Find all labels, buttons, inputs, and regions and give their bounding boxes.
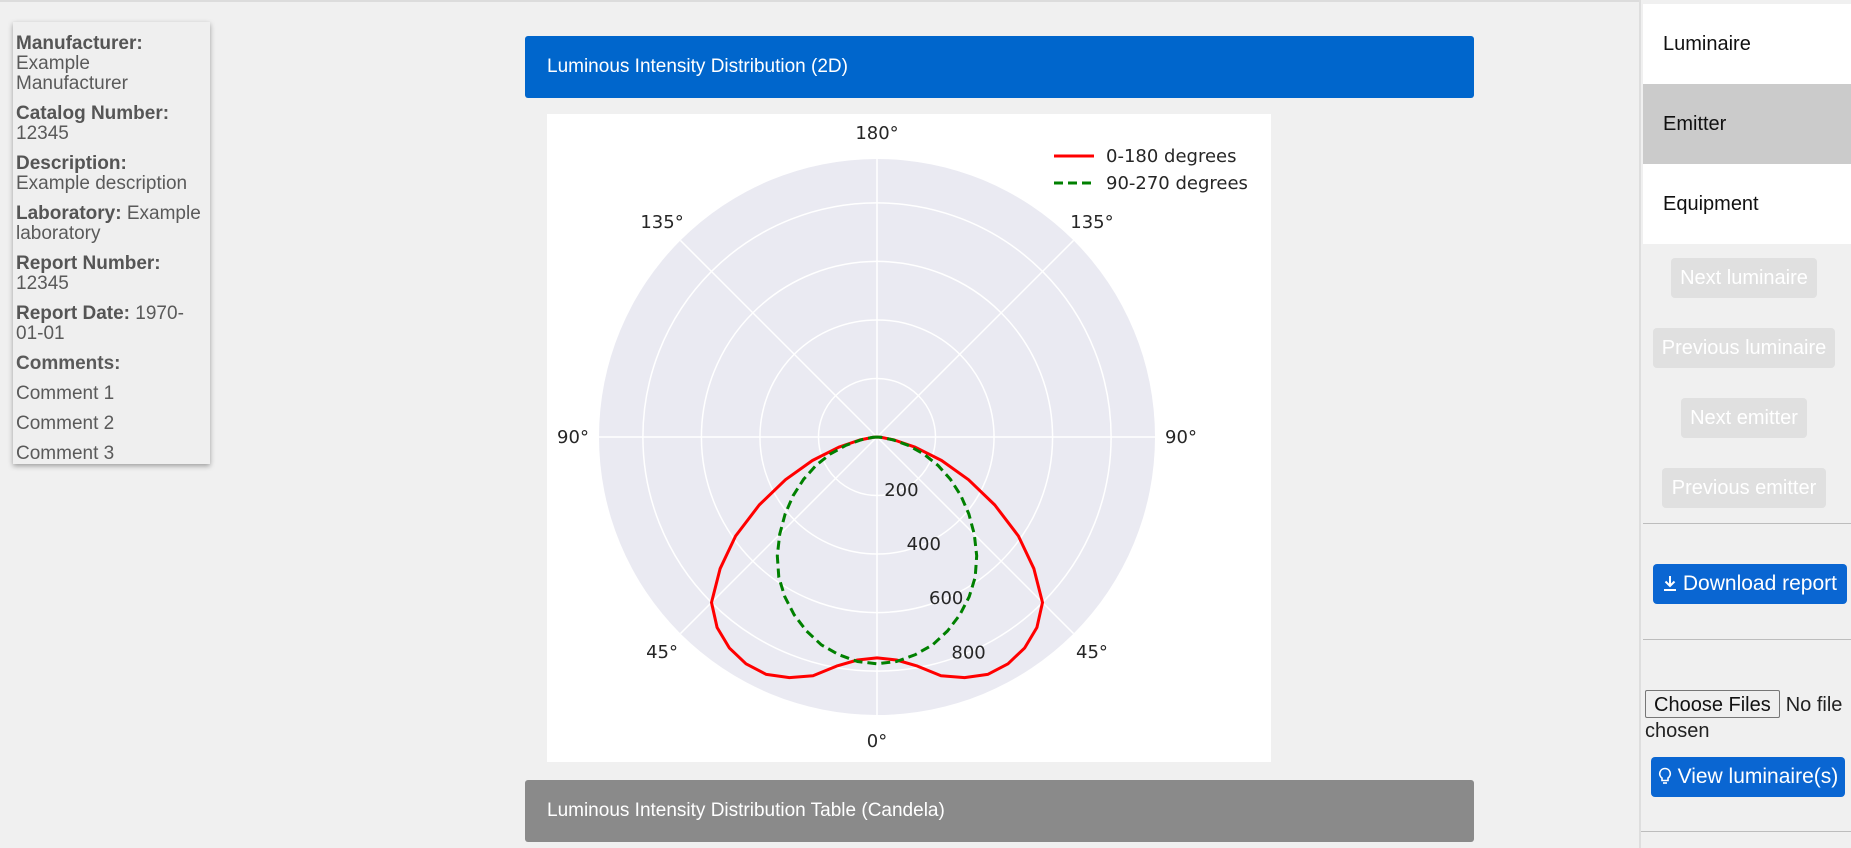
no-file-chosen-text: No file chosen xyxy=(1645,694,1843,742)
file-chooser: Choose Files No file chosen xyxy=(1645,690,1851,744)
download-icon xyxy=(1663,572,1683,595)
sidebar-divider xyxy=(1643,523,1851,524)
report-date-row: Report Date: 1970-01-01 xyxy=(16,304,206,344)
angle-tick-label: 135° xyxy=(1070,212,1113,233)
report-date-label: Report Date: xyxy=(16,303,131,324)
angle-tick-label: 0° xyxy=(867,731,887,752)
grid-spoke xyxy=(876,239,1075,438)
angle-tick-label: 45° xyxy=(1076,642,1108,663)
catalog-number-row: Catalog Number: 12345 xyxy=(16,104,206,144)
angle-tick-label: 90° xyxy=(557,427,589,448)
radial-tick-label: 600 xyxy=(929,588,963,609)
sidebar-divider xyxy=(1643,639,1851,640)
previous-emitter-button[interactable]: Previous emitter xyxy=(1662,468,1826,508)
description-row: Description: Example description xyxy=(16,154,206,194)
comments-row: Comments: xyxy=(16,354,206,374)
download-report-button[interactable]: Download report xyxy=(1653,564,1847,604)
angle-tick-labels: 0° 45° 90° 135° 180° 135° 90° 45° xyxy=(557,123,1197,752)
angle-tick-label: 180° xyxy=(855,123,898,144)
legend-label-0-180: 0-180 degrees xyxy=(1106,146,1236,167)
comment-item: Comment 1 xyxy=(16,383,115,404)
manufacturer-label: Manufacturer: xyxy=(16,33,143,54)
chart-section-header[interactable]: Luminous Intensity Distribution (2D) xyxy=(525,36,1474,98)
manufacturer-value: Example Manufacturer xyxy=(16,53,128,94)
lightbulb-icon xyxy=(1658,765,1678,788)
download-report-label: Download report xyxy=(1682,572,1837,595)
laboratory-value: Example laboratory xyxy=(16,203,201,244)
catalog-number-value: 12345 xyxy=(16,123,69,144)
series-line-0-180 xyxy=(710,435,1044,680)
report-number-row: Report Number: 12345 xyxy=(16,254,206,294)
report-date-value: 1970-01-01 xyxy=(16,303,184,344)
legend-label-90-270: 90-270 degrees xyxy=(1106,173,1248,194)
manufacturer-row: Manufacturer: Example Manufacturer xyxy=(16,34,206,94)
comment-item: Comment 3 xyxy=(16,443,115,464)
laboratory-row: Laboratory: Example laboratory xyxy=(16,204,206,244)
luminaire-info-card: Manufacturer: Example Manufacturer Catal… xyxy=(13,22,210,464)
angle-tick-label: 45° xyxy=(646,642,678,663)
radial-tick-label: 400 xyxy=(907,534,941,555)
comments-label: Comments: xyxy=(16,353,121,374)
series-line-90-270 xyxy=(775,435,979,666)
angle-tick-label: 90° xyxy=(1165,427,1197,448)
radial-tick-labels: 200 400 600 800 xyxy=(884,480,986,663)
description-value: Example description xyxy=(16,173,188,194)
tab-equipment[interactable]: Equipment xyxy=(1643,164,1851,244)
series-lines xyxy=(710,435,1044,680)
description-label: Description: xyxy=(16,153,127,174)
polar-chart-panel: 200 400 600 800 0° 45° 90° 135° 180° 135° 90° 45° … xyxy=(547,114,1271,762)
previous-luminaire-button[interactable]: Previous luminaire xyxy=(1653,328,1835,368)
radial-tick-label: 200 xyxy=(884,480,918,501)
legend: 0-180 degrees 90-270 degrees xyxy=(1054,146,1248,194)
sidebar-divider xyxy=(1641,831,1851,832)
next-emitter-button[interactable]: Next emitter xyxy=(1681,398,1807,438)
top-border xyxy=(0,0,1851,2)
report-number-label: Report Number: xyxy=(16,253,161,274)
tab-emitter[interactable]: Emitter xyxy=(1643,84,1851,164)
grid-spoke xyxy=(679,239,878,438)
tab-luminaire[interactable]: Luminaire xyxy=(1643,4,1851,84)
view-luminaires-label: View luminaire(s) xyxy=(1677,765,1839,788)
choose-files-button[interactable]: Choose Files xyxy=(1645,690,1780,718)
report-number-value: 12345 xyxy=(16,273,69,294)
right-sidebar: Luminaire Emitter Equipment Next luminai… xyxy=(1639,0,1851,848)
table-section-header[interactable]: Luminous Intensity Distribution Table (C… xyxy=(525,780,1474,842)
view-luminaires-button[interactable]: View luminaire(s) xyxy=(1651,757,1845,797)
radial-tick-label: 800 xyxy=(951,642,985,663)
catalog-number-label: Catalog Number: xyxy=(16,103,170,124)
laboratory-label: Laboratory: xyxy=(16,203,122,224)
comment-item: Comment 2 xyxy=(16,413,115,434)
angle-tick-label: 135° xyxy=(640,212,683,233)
next-luminaire-button[interactable]: Next luminaire xyxy=(1671,258,1817,298)
